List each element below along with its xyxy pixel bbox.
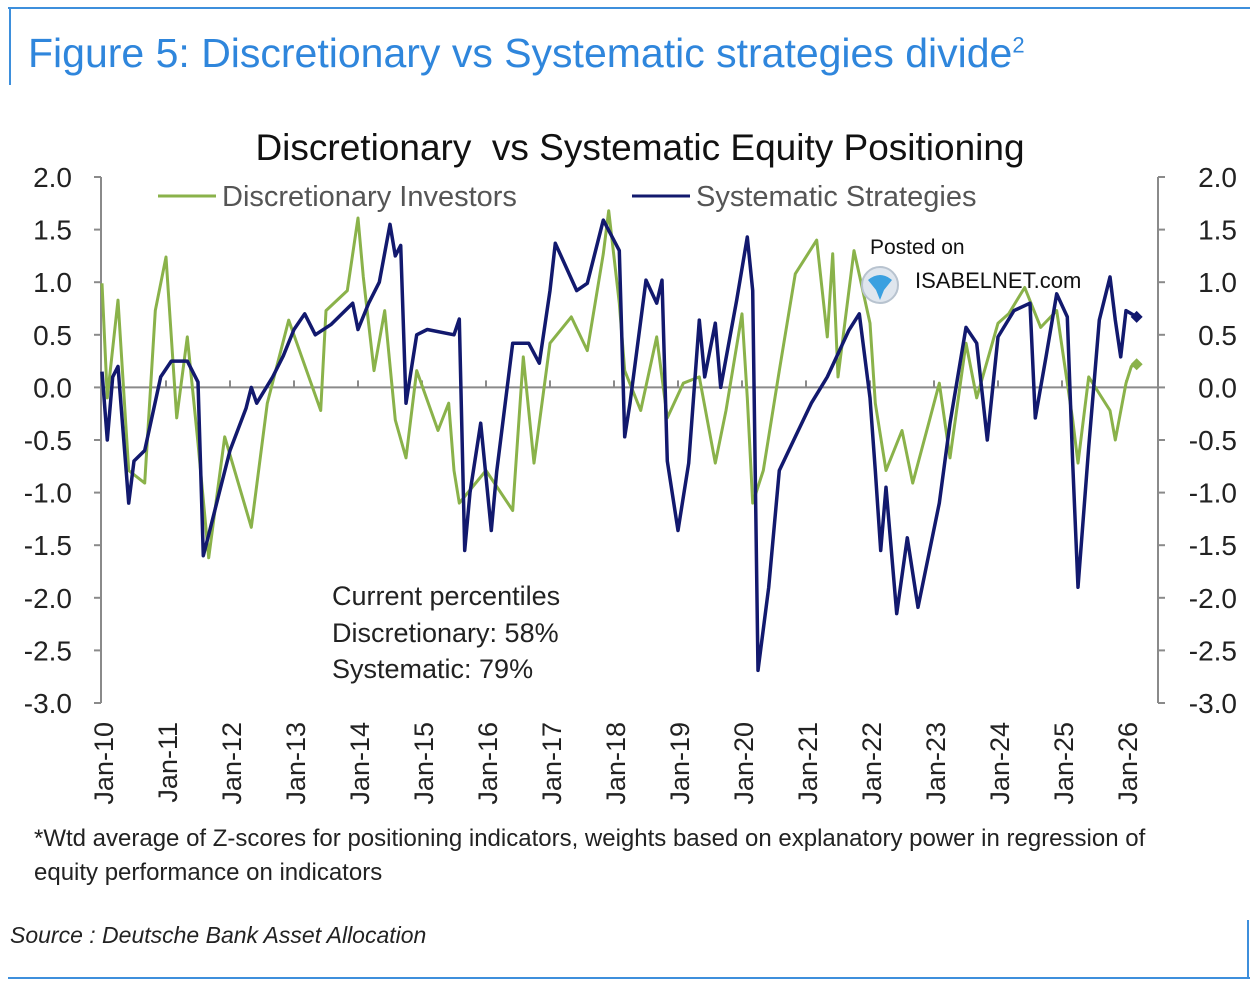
right-rule: [1247, 920, 1249, 979]
y-tick-label-left: -0.5: [24, 425, 72, 456]
y-tick-label-left: -1.5: [24, 530, 72, 561]
x-tick-label: Jan-24: [985, 722, 1015, 805]
chart-title: Discretionary vs Systematic Equity Posit…: [255, 127, 1024, 168]
x-tick-label: Jan-13: [281, 722, 311, 805]
footnote: *Wtd average of Z-scores for positioning…: [34, 825, 1146, 886]
x-tick-label: Jan-16: [473, 722, 503, 805]
annotation-line-2: Discretionary: 58%: [332, 618, 559, 648]
watermark: Posted on ISABELNET.com: [861, 236, 1081, 304]
y-tick-label-right: -2.0: [1189, 583, 1237, 614]
latest-point-discretionary: [1130, 358, 1143, 371]
y-tick-label-right: 0.5: [1198, 320, 1237, 351]
latest-point-systematic: [1130, 310, 1143, 323]
annotation-line-1: Current percentiles: [332, 581, 560, 611]
y-tick-label-left: 0.5: [33, 320, 72, 351]
x-tick-label: Jan-14: [345, 722, 375, 805]
y-tick-label-right: -0.5: [1189, 425, 1237, 456]
y-tick-label-right: -1.5: [1189, 530, 1237, 561]
figure-title-superscript: 2: [1012, 32, 1025, 58]
y-tick-label-right: 1.0: [1198, 267, 1237, 298]
watermark-line-2: ISABELNET.com: [915, 268, 1081, 293]
x-tick-label: Jan-20: [729, 722, 759, 805]
left-rule: [9, 7, 11, 85]
y-tick-label-right: 2.0: [1198, 162, 1237, 193]
annotation-line-3: Systematic: 79%: [332, 654, 533, 684]
legend-label-discretionary: Discretionary Investors: [222, 181, 517, 213]
y-tick-label-right: 0.0: [1198, 372, 1237, 403]
x-tick-label: Jan-15: [409, 722, 439, 805]
x-tick-label: Jan-18: [601, 722, 631, 805]
y-tick-label-left: -2.5: [24, 635, 72, 666]
watermark-line-1: Posted on: [870, 236, 965, 259]
y-tick-label-left: 0.0: [33, 372, 72, 403]
y-tick-label-left: 2.0: [33, 162, 72, 193]
legend: Discretionary Investors Systematic Strat…: [158, 181, 976, 213]
y-tick-label-left: -2.0: [24, 583, 72, 614]
y-tick-label-left: 1.5: [33, 215, 72, 246]
x-tick-label: Jan-23: [921, 722, 951, 805]
top-rule: [8, 7, 1250, 9]
x-tick-label: Jan-22: [857, 722, 887, 805]
series-line-systematic: [100, 218, 1138, 673]
x-tick-label: Jan-25: [1049, 722, 1079, 805]
bird-icon: [868, 275, 892, 300]
figure-title: Figure 5: Discretionary vs Systematic st…: [28, 30, 1025, 77]
legend-label-systematic: Systematic Strategies: [696, 181, 976, 213]
x-tick-label: Jan-21: [793, 722, 823, 805]
x-tick-label: Jan-11: [153, 722, 183, 803]
y-tick-label-left: -3.0: [24, 688, 72, 719]
y-tick-label-right: 1.5: [1198, 215, 1237, 246]
x-tick-label: Jan-17: [537, 722, 567, 805]
x-tick-label: Jan-10: [89, 722, 119, 805]
x-tick-label: Jan-12: [217, 722, 247, 805]
y-tick-label-right: -3.0: [1189, 688, 1237, 719]
y-tick-label-right: -2.5: [1189, 635, 1237, 666]
source-note: Source : Deutsche Bank Asset Allocation: [10, 922, 427, 948]
bottom-rule: [8, 977, 1250, 979]
percentiles-annotation: Current percentiles Discretionary: 58% S…: [332, 581, 560, 684]
x-tick-label: Jan-19: [665, 722, 695, 805]
y-tick-label-left: -1.0: [24, 478, 72, 509]
y-tick-label-right: -1.0: [1189, 478, 1237, 509]
y-tick-label-left: 1.0: [33, 267, 72, 298]
figure-title-text: Figure 5: Discretionary vs Systematic st…: [28, 30, 1013, 76]
x-tick-label: Jan-26: [1113, 722, 1143, 805]
